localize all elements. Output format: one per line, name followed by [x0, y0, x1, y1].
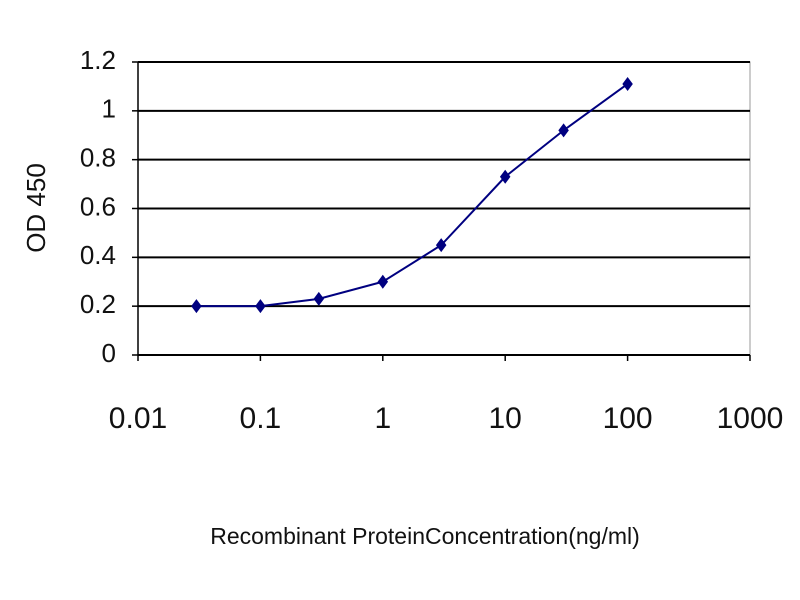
x-tick-label: 0.1 [240, 402, 282, 435]
data-point [191, 299, 202, 314]
data-point [435, 238, 447, 253]
data-point [313, 291, 325, 306]
y-tick-label: 1 [102, 94, 116, 124]
y-tick-label: 0 [102, 338, 116, 368]
x-axis-label: Recombinant ProteinConcentration(ng/ml) [210, 523, 640, 549]
y-tick-label: 0.8 [80, 143, 116, 173]
y-tick-label: 0.4 [80, 240, 116, 270]
y-tick-label: 1.2 [80, 45, 116, 75]
data-point [558, 123, 569, 138]
x-tick-label: 100 [603, 402, 653, 435]
data-point [499, 169, 511, 184]
x-tick-label: 10 [489, 402, 522, 435]
y-tick-label: 0.2 [80, 289, 116, 319]
x-tick-label: 1 [374, 402, 391, 435]
data-point [255, 299, 266, 314]
y-tick-label: 0.6 [80, 191, 116, 221]
y-axis-label: OD 450 [21, 163, 51, 253]
x-tick-label: 1000 [717, 402, 784, 435]
x-tick-label: 0.01 [109, 402, 167, 435]
data-point [377, 274, 389, 289]
data-line [196, 83, 629, 308]
data-point [622, 76, 633, 91]
